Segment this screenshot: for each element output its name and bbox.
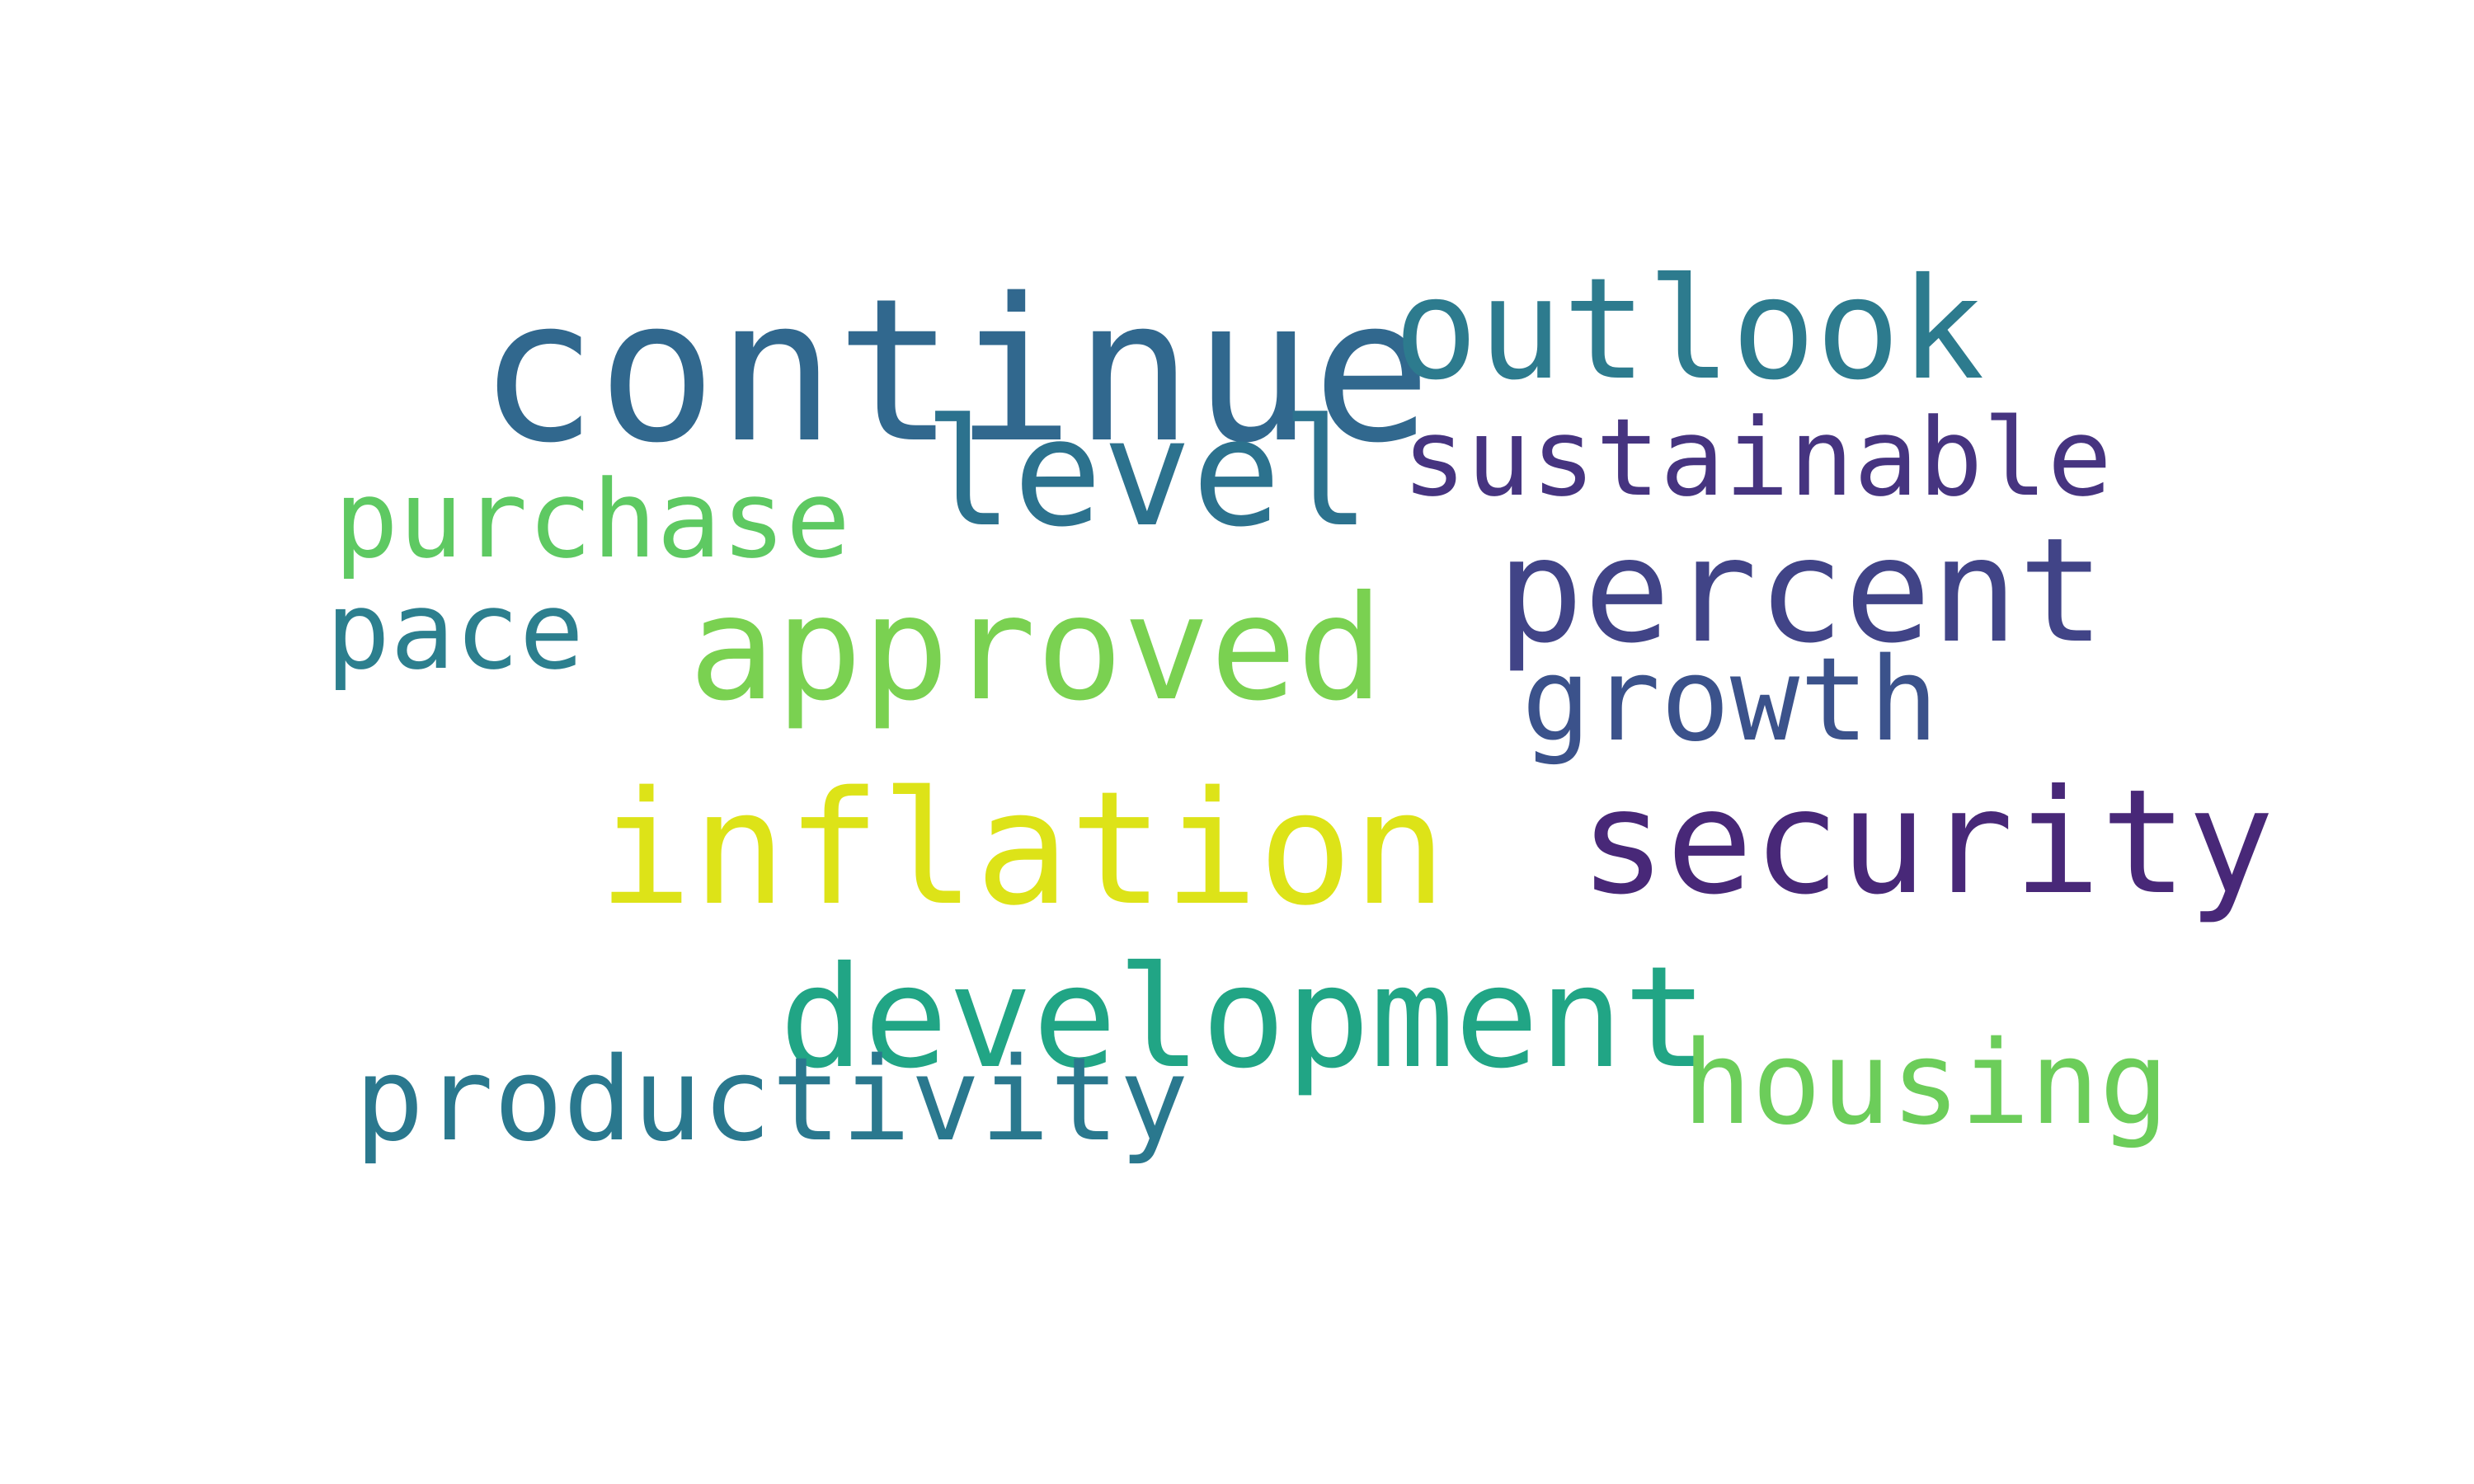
word-outlook: outlook — [1394, 248, 1985, 411]
word-housing: housing — [1682, 1017, 2170, 1151]
word-development: development — [779, 937, 1708, 1100]
word-percent: percent — [1497, 508, 2105, 675]
word-security: security — [1579, 759, 2274, 927]
word-inflation: inflation — [598, 758, 1447, 940]
word-sustainable: sustainable — [1402, 395, 2112, 520]
word-growth: growth — [1522, 633, 1939, 768]
word-continue: continue — [478, 256, 1432, 486]
word-pace: pace — [326, 568, 585, 693]
word-approved: approved — [689, 566, 1384, 733]
word-level: level — [924, 387, 1371, 560]
word-purchase: purchase — [334, 457, 851, 582]
word-productivity: productivity — [355, 1033, 1189, 1167]
